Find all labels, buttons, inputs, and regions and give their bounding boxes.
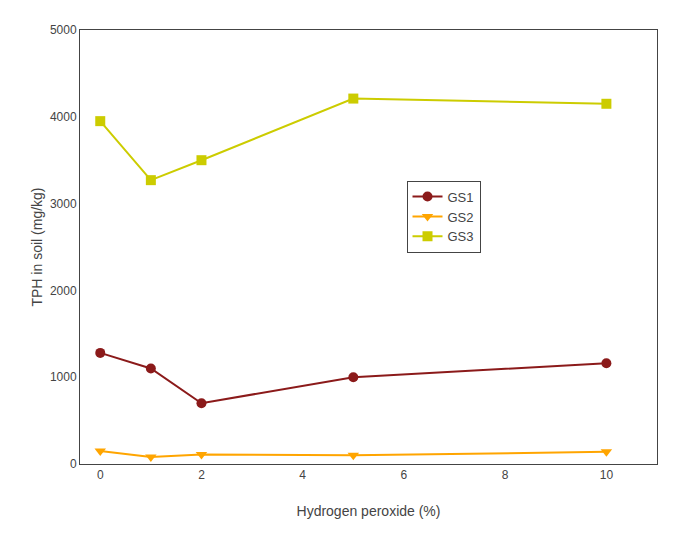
svg-text:2: 2 xyxy=(198,468,205,482)
svg-text:4: 4 xyxy=(299,468,306,482)
svg-text:0: 0 xyxy=(70,457,77,471)
svg-text:GS2: GS2 xyxy=(448,210,474,225)
svg-text:8: 8 xyxy=(502,468,509,482)
svg-text:6: 6 xyxy=(401,468,408,482)
svg-text:5000: 5000 xyxy=(50,23,77,37)
svg-text:GS3: GS3 xyxy=(448,229,474,244)
svg-text:2000: 2000 xyxy=(50,284,77,298)
svg-text:10: 10 xyxy=(600,468,614,482)
svg-text:TPH in soil (mg/kg): TPH in soil (mg/kg) xyxy=(29,187,45,306)
svg-text:GS1: GS1 xyxy=(448,190,474,205)
svg-text:3000: 3000 xyxy=(50,197,77,211)
svg-text:0: 0 xyxy=(97,468,104,482)
svg-text:1000: 1000 xyxy=(50,370,77,384)
svg-text:Hydrogen peroxide (%): Hydrogen peroxide (%) xyxy=(297,503,441,519)
svg-text:4000: 4000 xyxy=(50,110,77,124)
